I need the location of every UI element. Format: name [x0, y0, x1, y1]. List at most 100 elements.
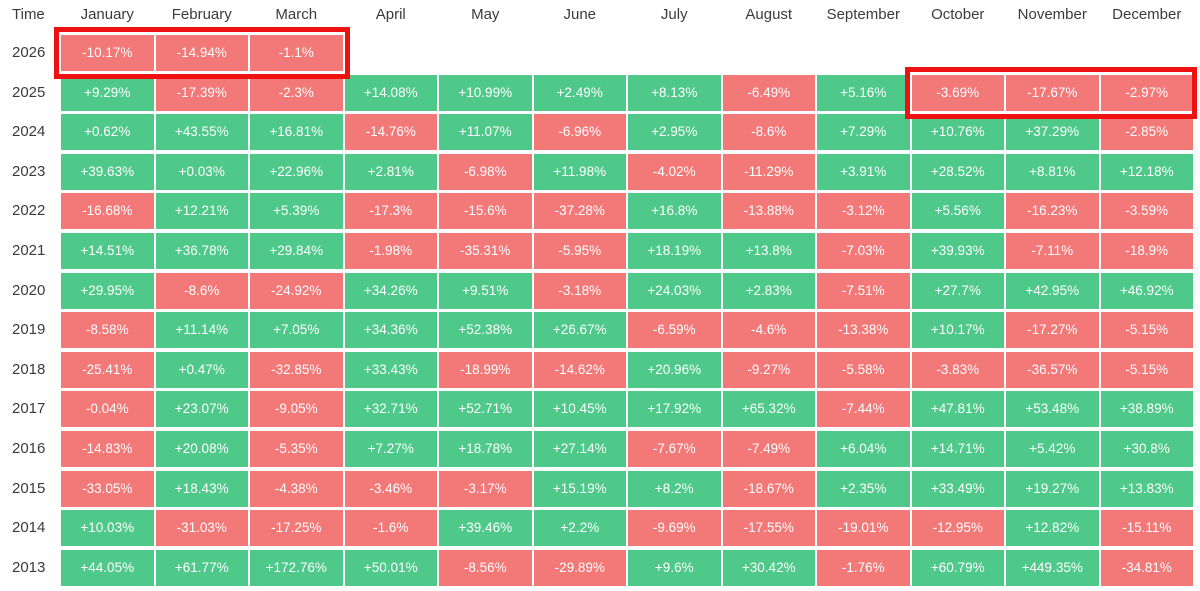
- cell-2026-february: -14.94%: [155, 35, 248, 71]
- cell-2013-february: +61.77%: [155, 549, 248, 586]
- cell-2021-april: -1.98%: [344, 233, 437, 269]
- cell-2025-september: +5.16%: [817, 74, 910, 111]
- cell-2015-february: +18.43%: [155, 470, 248, 507]
- cell-2017-may: +52.71%: [439, 391, 532, 428]
- cell-2014-december: -15.11%: [1100, 510, 1193, 547]
- cell-2022-february: +12.21%: [155, 193, 248, 230]
- cell-2015-june: +15.19%: [533, 470, 626, 507]
- cell-2025-june: +2.49%: [533, 74, 626, 111]
- cell-2021-february: +36.78%: [155, 233, 248, 269]
- cell-2015-september: +2.35%: [817, 470, 910, 507]
- cell-2018-september: -5.58%: [817, 351, 910, 388]
- cell-2013-june: -29.89%: [533, 549, 626, 586]
- cell-2014-april: -1.6%: [344, 510, 437, 547]
- cell-2014-july: -9.69%: [628, 510, 721, 547]
- cell-2018-january: -25.41%: [61, 351, 154, 388]
- header-october: October: [931, 6, 985, 23]
- cell-2015-may: -3.17%: [439, 470, 532, 507]
- row-year-2013: 2013: [12, 558, 46, 576]
- cell-2017-june: +10.45%: [533, 391, 626, 428]
- cell-2024-january: +0.62%: [61, 114, 154, 151]
- cell-2022-november: -16.23%: [1006, 193, 1099, 230]
- cell-2019-march: +7.05%: [250, 312, 343, 349]
- cell-2017-april: +32.71%: [344, 391, 437, 428]
- cell-2023-january: +39.63%: [61, 153, 154, 190]
- cell-2016-june: +27.14%: [533, 431, 626, 467]
- cell-2023-may: -6.98%: [439, 153, 532, 190]
- cell-2023-july: -4.02%: [628, 153, 721, 190]
- cell-2022-july: +16.8%: [628, 193, 721, 230]
- cell-2018-july: +20.96%: [628, 351, 721, 388]
- cell-2023-december: +12.18%: [1100, 153, 1193, 190]
- cell-2018-june: -14.62%: [533, 351, 626, 388]
- cell-2015-july: +8.2%: [628, 470, 721, 507]
- cell-2022-june: -37.28%: [533, 193, 626, 230]
- row-year-2016: 2016: [12, 440, 46, 457]
- cell-2019-october: +10.17%: [911, 312, 1004, 349]
- cell-2022-october: +5.56%: [911, 193, 1004, 230]
- row-year-2023: 2023: [12, 162, 46, 180]
- cell-2014-september: -19.01%: [817, 510, 910, 547]
- cell-2022-may: -15.6%: [439, 193, 532, 230]
- cell-2014-may: +39.46%: [439, 510, 532, 547]
- cell-2015-january: -33.05%: [61, 470, 154, 507]
- cell-2020-november: +42.95%: [1006, 272, 1099, 309]
- cell-2020-january: +29.95%: [61, 272, 154, 309]
- header-september: September: [826, 6, 900, 23]
- cell-2015-august: -18.67%: [722, 470, 815, 507]
- cell-2016-may: +18.78%: [439, 431, 532, 467]
- cell-2018-december: -5.15%: [1100, 351, 1193, 388]
- cell-2016-february: +20.08%: [155, 431, 248, 467]
- cell-2014-october: -12.95%: [911, 510, 1004, 547]
- cell-2024-july: +2.95%: [628, 114, 721, 151]
- row-year-2024: 2024: [12, 123, 46, 141]
- cell-2024-august: -8.6%: [722, 114, 815, 151]
- header-june: June: [563, 6, 597, 23]
- cell-2019-january: -8.58%: [61, 312, 154, 349]
- cell-2021-may: -35.31%: [439, 233, 532, 269]
- cell-2018-march: -32.85%: [250, 351, 343, 388]
- header-august: August: [745, 6, 793, 23]
- cell-2019-june: +26.67%: [533, 312, 626, 349]
- cell-2016-april: +7.27%: [344, 431, 437, 467]
- cell-2025-april: +14.08%: [344, 74, 437, 111]
- row-year-2014: 2014: [12, 519, 46, 537]
- cell-2017-october: +47.81%: [911, 391, 1004, 428]
- cell-2014-march: -17.25%: [250, 510, 343, 547]
- cell-2020-april: +34.26%: [344, 272, 437, 309]
- cell-2016-march: -5.35%: [250, 431, 343, 467]
- cell-2014-june: +2.2%: [533, 510, 626, 547]
- cell-2025-may: +10.99%: [439, 74, 532, 111]
- cell-2024-february: +43.55%: [155, 114, 248, 151]
- cell-2014-november: +12.82%: [1006, 510, 1099, 547]
- row-year-2017: 2017: [12, 400, 46, 418]
- cell-2023-february: +0.03%: [155, 153, 248, 190]
- cell-2019-september: -13.38%: [817, 312, 910, 349]
- cell-2017-december: +38.89%: [1100, 391, 1193, 428]
- cell-2022-december: -3.59%: [1100, 193, 1193, 230]
- cell-2016-october: +14.71%: [911, 431, 1004, 467]
- cell-2025-january: +9.29%: [61, 74, 154, 111]
- row-year-2015: 2015: [12, 479, 46, 497]
- cell-2024-october: +10.76%: [911, 114, 1004, 151]
- cell-2020-february: -8.6%: [155, 272, 248, 309]
- cell-2014-february: -31.03%: [155, 510, 248, 547]
- cell-2023-june: +11.98%: [533, 153, 626, 190]
- cell-2021-june: -5.95%: [533, 233, 626, 269]
- cell-2017-january: -0.04%: [61, 391, 154, 428]
- cell-2021-september: -7.03%: [817, 233, 910, 269]
- cell-2017-february: +23.07%: [155, 391, 248, 428]
- cell-2021-december: -18.9%: [1100, 233, 1193, 269]
- cell-2023-august: -11.29%: [722, 153, 815, 190]
- cell-2013-july: +9.6%: [628, 549, 721, 586]
- cell-2025-august: -6.49%: [722, 74, 815, 111]
- cell-2021-november: -7.11%: [1006, 233, 1099, 269]
- header-january: January: [80, 6, 134, 23]
- cell-2022-april: -17.3%: [344, 193, 437, 230]
- cell-2023-march: +22.96%: [250, 153, 343, 190]
- cell-2025-december: -2.97%: [1100, 74, 1193, 111]
- row-year-2019: 2019: [12, 321, 46, 339]
- cell-2024-may: +11.07%: [439, 114, 532, 151]
- row-year-2021: 2021: [12, 242, 46, 259]
- cell-2024-june: -6.96%: [533, 114, 626, 151]
